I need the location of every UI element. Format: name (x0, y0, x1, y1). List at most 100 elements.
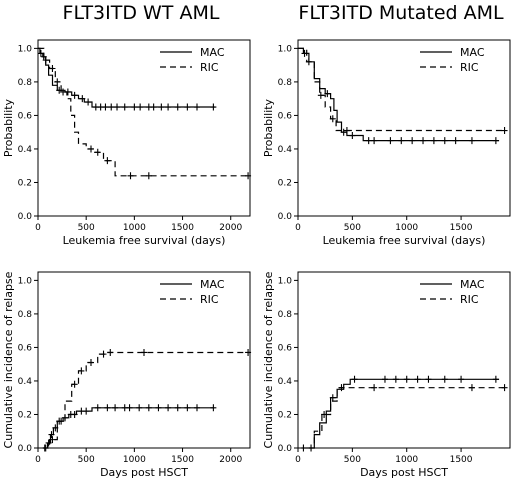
right-column-title: FLT3ITD Mutated AML (298, 2, 504, 24)
legend-label-mac: MAC (460, 46, 485, 59)
censor-mark (121, 103, 128, 111)
censor-mark (210, 404, 217, 412)
censor-mark (340, 128, 347, 136)
censor-mark (441, 137, 448, 145)
censor-mark (108, 103, 115, 111)
x-tick-label: 0 (35, 455, 41, 465)
censor-mark (165, 404, 172, 412)
censor-mark (85, 98, 92, 106)
censor-mark (94, 404, 101, 412)
x-axis-label: Leukemia free survival (days) (323, 234, 486, 247)
x-tick-label: 1000 (123, 455, 146, 465)
censor-mark (79, 95, 86, 103)
censor-mark (78, 367, 85, 375)
censor-mark (184, 404, 191, 412)
censor-mark (158, 103, 165, 111)
x-tick-label: 0 (295, 455, 301, 465)
y-axis-label: Cumulative incidence of relapse (262, 271, 275, 448)
y-tick-label: 0.2 (278, 410, 292, 420)
series-line-ric (42, 351, 250, 449)
censor-mark (42, 444, 49, 452)
x-tick-label: 2000 (219, 455, 242, 465)
y-axis-label: Cumulative incidence of relapse (2, 271, 15, 448)
legend-label-mac: MAC (460, 278, 485, 291)
censor-mark (141, 348, 147, 356)
x-tick-label: 0 (35, 223, 41, 233)
censor-mark (468, 384, 475, 392)
censor-mark (329, 394, 336, 402)
censor-mark (184, 103, 191, 111)
y-tick-label: 0.0 (278, 444, 293, 454)
censor-mark (145, 404, 152, 412)
censor-mark (71, 410, 78, 418)
legend-label-ric: RIC (460, 293, 479, 306)
censor-mark (49, 436, 56, 444)
legend-label-ric: RIC (200, 293, 219, 306)
censor-mark (371, 384, 378, 392)
y-tick-label: 1.0 (278, 276, 293, 286)
censor-mark (403, 375, 410, 383)
series-line-ric (308, 387, 505, 449)
censor-mark (392, 375, 399, 383)
censor-mark (114, 103, 121, 111)
censor-mark (71, 380, 78, 388)
censor-mark (365, 137, 372, 145)
censor-mark (83, 407, 90, 415)
plot-frame (37, 39, 251, 217)
censor-mark (174, 103, 181, 111)
censor-mark (127, 172, 134, 180)
censor-mark (398, 137, 405, 145)
censor-mark (343, 127, 350, 135)
censor-mark (194, 103, 200, 111)
y-tick-label: 1.0 (18, 44, 33, 54)
censor-mark (58, 417, 65, 425)
x-tick-label: 1500 (171, 223, 194, 233)
plot-frame (37, 271, 251, 449)
y-tick-label: 1.0 (278, 44, 293, 54)
x-tick-label: 1500 (171, 455, 194, 465)
censor-mark (210, 103, 217, 111)
y-tick-label: 0.2 (278, 178, 292, 188)
x-tick-label: 1500 (450, 223, 473, 233)
censor-mark (71, 91, 78, 99)
censor-mark (107, 348, 114, 356)
censor-mark (317, 91, 324, 99)
censor-mark (48, 431, 55, 439)
y-tick-label: 0.8 (18, 78, 33, 88)
censor-mark (49, 64, 56, 72)
censor-mark (492, 375, 499, 383)
y-tick-label: 0.8 (278, 78, 293, 88)
censor-mark (112, 404, 119, 412)
legend-label-mac: MAC (200, 46, 225, 59)
censor-mark (165, 103, 172, 111)
censor-mark (349, 132, 356, 140)
censor-mark (37, 49, 44, 57)
censor-mark (452, 137, 459, 145)
censor-mark (300, 444, 307, 452)
y-tick-label: 0.4 (18, 145, 33, 155)
x-tick-label: 1000 (395, 223, 418, 233)
y-tick-label: 0.4 (18, 377, 33, 387)
censor-mark (245, 348, 252, 356)
x-tick-label: 500 (344, 223, 361, 233)
censor-mark (88, 359, 94, 367)
series-line-mac (42, 407, 215, 449)
y-axis-label: Probability (262, 98, 275, 157)
series-line-mac (301, 378, 500, 449)
plot-frame (297, 271, 511, 449)
y-tick-label: 0.0 (278, 212, 293, 222)
y-tick-label: 0.8 (278, 310, 293, 320)
censor-mark (409, 137, 416, 145)
x-tick-label: 1000 (395, 455, 418, 465)
censor-mark (324, 90, 331, 98)
censor-mark (245, 172, 252, 180)
censor-mark (137, 103, 144, 111)
x-tick-label: 500 (78, 223, 95, 233)
legend-label-ric: RIC (460, 61, 479, 74)
censor-mark (155, 404, 162, 412)
censor-mark (194, 404, 200, 412)
censor-mark (371, 137, 378, 145)
censor-mark (104, 157, 111, 165)
x-tick-label: 1000 (123, 223, 146, 233)
